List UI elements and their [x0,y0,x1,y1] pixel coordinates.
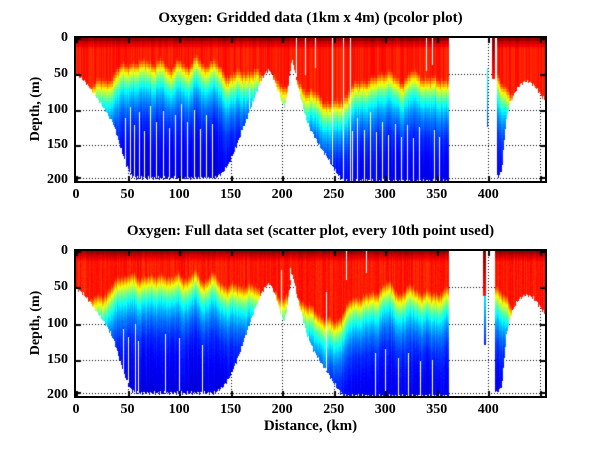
x-tick-label: 250 [323,402,345,417]
x-tick-label: 350 [426,187,448,202]
x-axis-label: Distance, (km) [263,418,358,434]
x-tick-label: 200 [271,402,293,417]
x-tick-label: 100 [168,187,190,202]
y-tick-label: 150 [47,351,68,367]
x-tick-label: 400 [477,187,499,202]
x-tick-label: 50 [120,402,135,417]
y-tick-label: 100 [47,101,68,117]
x-tick-label: 250 [323,187,345,202]
x-tick-label: 100 [168,402,190,417]
x-tick-label: 400 [477,402,499,417]
x-tick-label: 200 [271,187,293,202]
x-tick-label: 150 [220,187,242,202]
y-tick-label: 0 [61,30,68,45]
y-tick-label: 50 [54,279,68,295]
pcolor-plot-canvas [74,36,547,183]
x-tick-label: 0 [72,402,80,417]
scatter-plot-title: Oxygen: Full data set (scatter plot, eve… [126,223,495,239]
y-tick-label: 150 [47,137,68,153]
x-tick-label: 50 [120,187,135,202]
x-tick-label: 150 [220,402,242,417]
y-tick-label: 200 [47,172,68,187]
x-tick-label: 0 [72,187,80,202]
pcolor-plot-title: Oxygen: Gridded data (1km x 4m) (pcolor … [158,10,463,26]
y-tick-label: 50 [54,65,68,81]
y-tick-label: 200 [47,387,68,402]
x-tick-label: 300 [374,402,396,417]
x-tick-label: 300 [374,187,396,202]
scatter-plot-canvas [74,249,547,398]
x-tick-label: 350 [426,402,448,417]
y-tick-label: 0 [61,243,68,258]
y-tick-label: 100 [47,315,68,331]
